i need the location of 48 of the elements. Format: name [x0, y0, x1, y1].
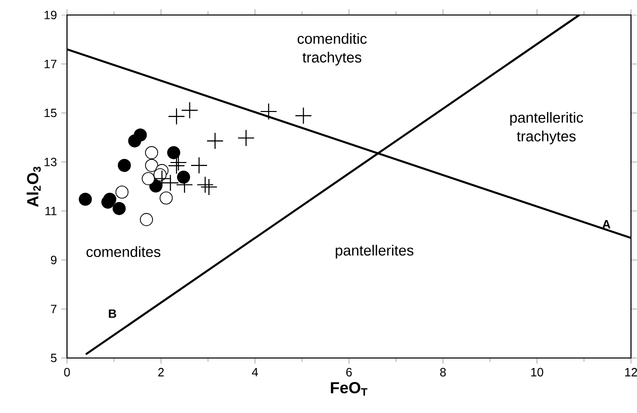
point: [168, 157, 186, 174]
point: [112, 202, 126, 216]
text: Al$_{2}$O$_{3}$: [26, 166, 41, 207]
y-tick-label: 17: [44, 60, 56, 68]
point: [190, 156, 208, 174]
x-tick-label: 2: [158, 368, 164, 376]
series-label: B: [108, 309, 116, 318]
point: [168, 108, 186, 125]
x-tick-label: 0: [64, 368, 70, 376]
point: [160, 191, 173, 205]
point: [294, 107, 312, 124]
point: [134, 128, 147, 142]
x-tick-label: 4: [252, 368, 258, 376]
point: [140, 213, 153, 226]
x-tick-label: 12: [625, 368, 637, 376]
point: [145, 146, 158, 160]
annotation: comendites: [86, 246, 160, 258]
point: [162, 174, 179, 192]
point: [238, 129, 255, 147]
x-tick-label: 8: [440, 368, 446, 376]
point: [260, 102, 278, 120]
y-tick-label: 7: [50, 304, 56, 314]
y-tick-label: 11: [46, 206, 56, 216]
annotation: comenditic trachytes: [298, 33, 367, 66]
series-label: A: [602, 220, 610, 228]
point: [200, 178, 218, 196]
x-tick-label: 6: [346, 368, 352, 376]
point: [103, 192, 116, 206]
y-tick-label: 13: [44, 158, 57, 166]
x-tick-label: 10: [531, 368, 544, 376]
annotation: pantelleritic trachytes: [510, 112, 584, 144]
point: [153, 170, 170, 188]
point: [115, 186, 129, 199]
point: [145, 158, 158, 172]
point: [167, 146, 180, 160]
point: [177, 170, 190, 184]
y-tick-label: 15: [44, 108, 57, 118]
point: [206, 132, 224, 150]
point: [142, 172, 155, 186]
y-tick-label: 5: [50, 354, 57, 362]
point: [196, 176, 214, 194]
text: FeO$_{T}$: [330, 382, 368, 396]
point: [78, 192, 92, 206]
point: [118, 158, 131, 172]
point: [181, 102, 198, 119]
y-tick-label: 19: [44, 10, 56, 20]
annotation: pantellerites: [336, 244, 414, 258]
y-tick-label: 9: [50, 256, 56, 264]
